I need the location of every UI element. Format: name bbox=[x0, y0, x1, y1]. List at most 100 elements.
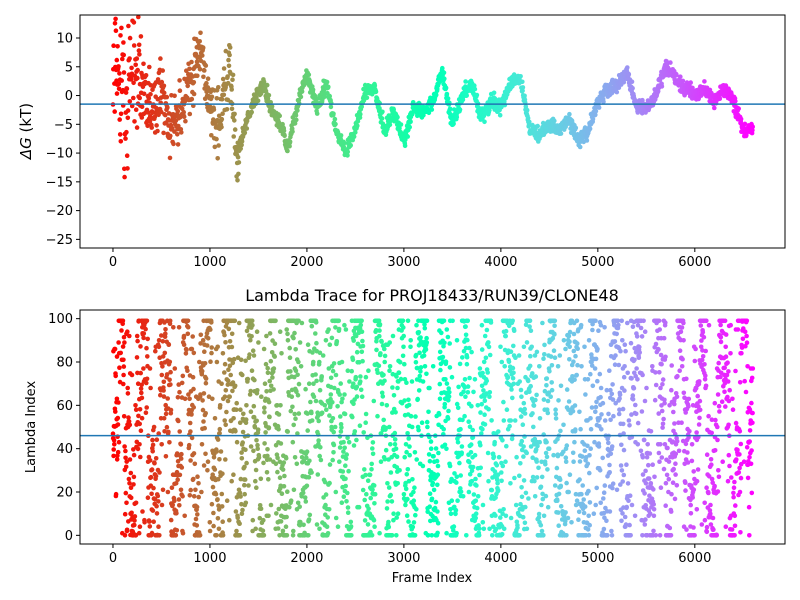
data-point bbox=[132, 514, 138, 519]
data-point bbox=[572, 439, 577, 445]
data-point bbox=[112, 442, 117, 447]
data-point bbox=[520, 514, 526, 520]
data-point bbox=[458, 489, 464, 495]
data-point bbox=[401, 333, 407, 339]
data-point bbox=[145, 123, 150, 129]
data-point bbox=[563, 459, 569, 465]
data-point bbox=[583, 455, 589, 460]
data-point bbox=[471, 389, 476, 395]
data-point bbox=[362, 497, 368, 503]
data-point bbox=[216, 526, 222, 532]
data-point bbox=[177, 88, 183, 93]
data-point bbox=[397, 359, 403, 365]
data-point bbox=[408, 119, 413, 125]
data-point bbox=[338, 381, 344, 386]
data-point bbox=[469, 349, 474, 355]
data-point bbox=[404, 472, 410, 477]
data-point bbox=[587, 453, 592, 458]
data-point bbox=[222, 370, 227, 375]
data-point bbox=[527, 389, 532, 395]
data-point bbox=[233, 509, 239, 514]
data-point bbox=[558, 428, 563, 434]
data-point bbox=[370, 446, 375, 451]
data-point bbox=[500, 438, 505, 443]
data-point bbox=[334, 339, 340, 344]
data-point bbox=[520, 79, 525, 85]
data-point bbox=[398, 122, 404, 127]
data-point bbox=[168, 407, 174, 413]
data-point bbox=[175, 108, 181, 114]
data-point bbox=[618, 482, 623, 487]
data-point bbox=[231, 472, 236, 478]
data-point bbox=[139, 382, 144, 388]
data-point bbox=[394, 374, 399, 379]
y-tick-label: −10 bbox=[46, 147, 73, 162]
data-point bbox=[501, 507, 506, 512]
data-point bbox=[544, 383, 549, 388]
data-point bbox=[460, 494, 466, 499]
data-point bbox=[629, 412, 634, 417]
data-point bbox=[324, 407, 329, 413]
data-point bbox=[635, 442, 641, 447]
data-point bbox=[601, 496, 606, 501]
data-point bbox=[342, 445, 348, 451]
data-point bbox=[501, 526, 507, 532]
data-point bbox=[567, 111, 572, 117]
data-point bbox=[558, 483, 564, 489]
data-point bbox=[537, 439, 542, 445]
data-point bbox=[206, 394, 212, 400]
data-point bbox=[525, 115, 531, 121]
data-point bbox=[227, 363, 233, 369]
data-point bbox=[323, 502, 328, 508]
data-point bbox=[351, 338, 357, 343]
data-point bbox=[467, 472, 473, 477]
data-point bbox=[643, 517, 648, 522]
data-point bbox=[544, 439, 549, 445]
data-point bbox=[211, 523, 216, 529]
data-point bbox=[430, 480, 436, 486]
data-point bbox=[415, 396, 421, 402]
data-point bbox=[297, 504, 303, 510]
data-point bbox=[309, 470, 314, 475]
data-point bbox=[273, 318, 278, 324]
data-point bbox=[372, 83, 378, 88]
data-point bbox=[333, 372, 339, 378]
data-point bbox=[168, 382, 173, 387]
data-point bbox=[631, 386, 637, 391]
data-point bbox=[116, 439, 122, 445]
data-point bbox=[200, 45, 206, 50]
data-point bbox=[202, 425, 207, 431]
data-point bbox=[223, 422, 228, 428]
data-point bbox=[378, 431, 384, 436]
data-point bbox=[242, 491, 247, 497]
data-point bbox=[382, 378, 387, 384]
data-point bbox=[640, 97, 645, 103]
data-point bbox=[522, 520, 528, 526]
data-point bbox=[555, 364, 561, 369]
data-point bbox=[216, 85, 221, 90]
data-point bbox=[642, 522, 648, 527]
data-point bbox=[296, 318, 301, 324]
data-point bbox=[279, 351, 284, 356]
data-point bbox=[391, 511, 396, 516]
x-tick-label: 4000 bbox=[484, 255, 517, 270]
data-point bbox=[314, 522, 320, 527]
data-point bbox=[262, 381, 268, 387]
data-point bbox=[221, 92, 227, 98]
data-point bbox=[522, 411, 528, 416]
data-point bbox=[410, 477, 415, 482]
data-point bbox=[145, 110, 151, 115]
data-point bbox=[240, 507, 245, 513]
data-point bbox=[138, 386, 144, 391]
data-point bbox=[301, 522, 306, 528]
data-point bbox=[148, 92, 153, 97]
data-point bbox=[298, 364, 304, 369]
data-point bbox=[630, 324, 636, 330]
data-point bbox=[369, 461, 375, 467]
data-point bbox=[572, 403, 578, 408]
data-point bbox=[196, 481, 201, 486]
data-point bbox=[197, 66, 203, 72]
data-point bbox=[369, 91, 375, 97]
data-point bbox=[502, 364, 508, 369]
data-point bbox=[333, 325, 338, 330]
